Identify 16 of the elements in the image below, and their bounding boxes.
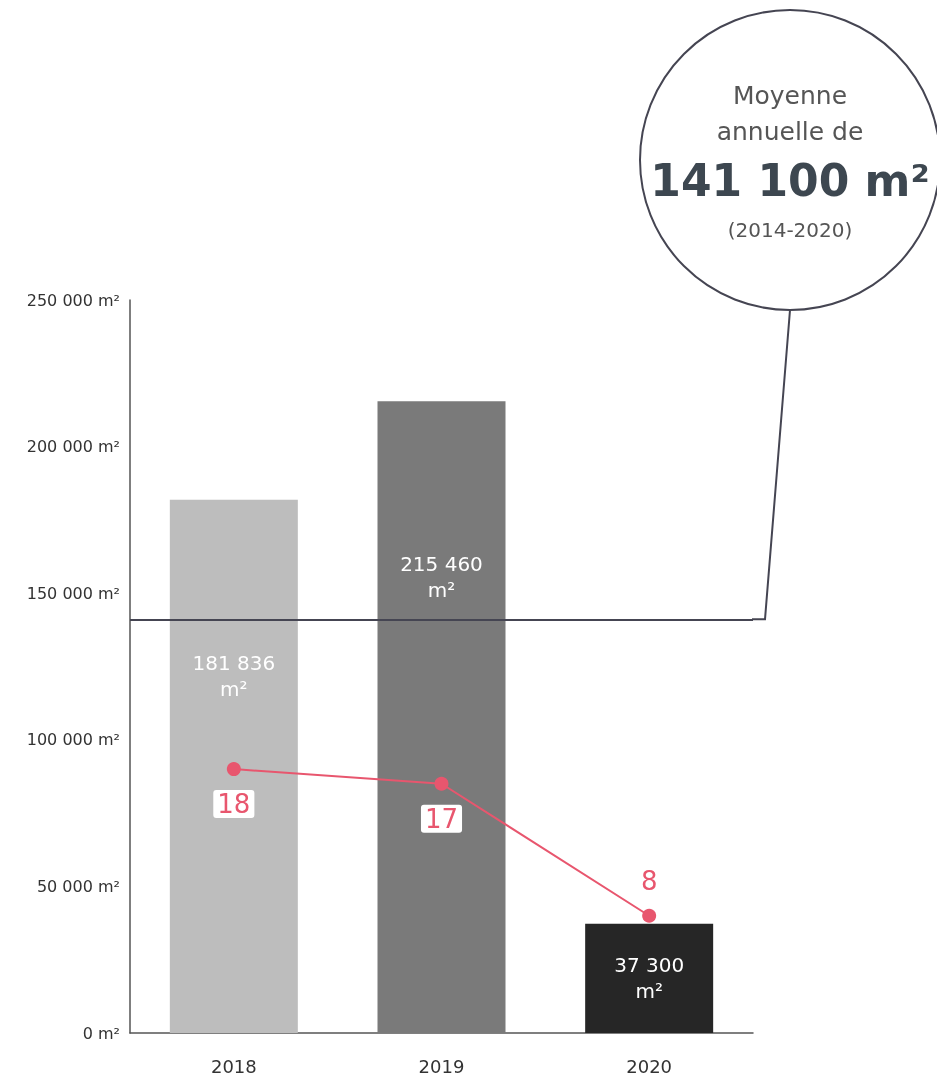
y-tick-label: 0 m²: [82, 1023, 120, 1043]
data-label: 181 836 m²: [192, 650, 276, 701]
data-label: 18: [217, 789, 251, 820]
ref-line-label: Moyenne annuelle de 141 100 m² (2014-2020): [650, 81, 930, 242]
data-label: 8: [640, 865, 658, 896]
y-tick-label: 100 000 m²: [26, 730, 120, 750]
x-tick-label: 2018: [210, 1055, 257, 1077]
y-tick-label: 50 000 m²: [36, 876, 120, 896]
x-tick-label: 2019: [418, 1055, 465, 1077]
y-tick-label: 200 000 m²: [26, 437, 120, 457]
y-tick-label: 150 000 m²: [26, 583, 120, 603]
data-label: 17: [424, 803, 459, 834]
y-tick-label: 250 000 m²: [26, 290, 120, 310]
x-tick-label: 2020: [626, 1055, 673, 1077]
data-label: 215 460 m²: [400, 552, 483, 603]
data-label: 37 300 m²: [614, 953, 685, 1004]
